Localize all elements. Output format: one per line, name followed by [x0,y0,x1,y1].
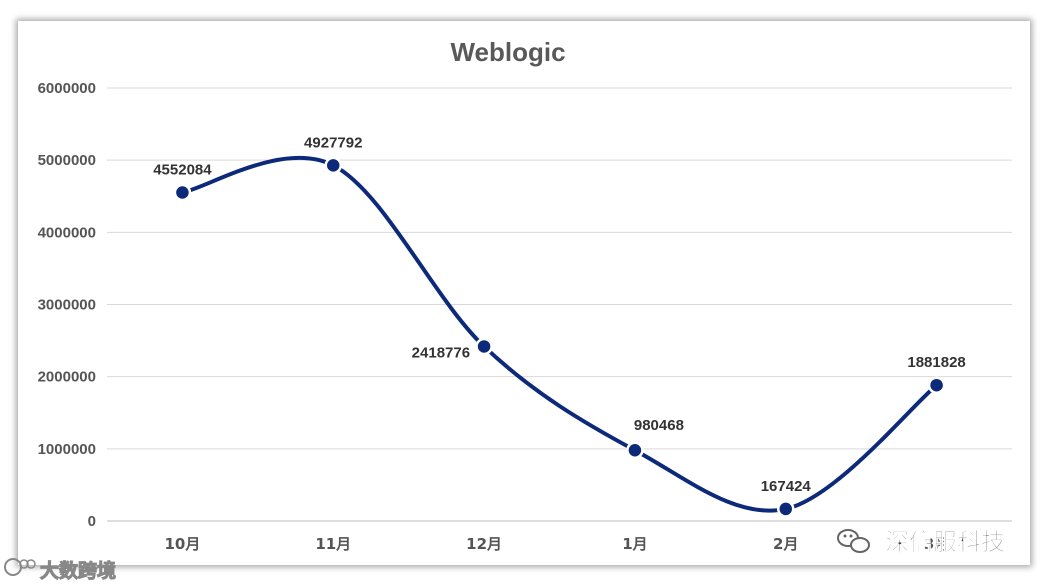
x-tick-label: 3月 [924,535,949,553]
data-label: 167424 [761,478,812,495]
data-label: 1881828 [907,354,965,371]
data-label: 980468 [634,417,684,434]
y-tick-label: 3000000 [38,297,96,314]
y-tick-label: 2000000 [38,369,96,386]
data-point [324,156,342,175]
x-axis: 10月 11月 12月 1月 2月 3月 [164,535,949,553]
chart-panel [18,21,1030,565]
data-markers [173,156,946,518]
data-label: 4927792 [304,134,362,151]
series-line [180,155,939,513]
y-tick-label: 5000000 [38,152,96,169]
data-point [475,337,493,356]
data-label: 2418776 [412,344,470,361]
x-tick-label: 2月 [773,535,798,553]
watermark-text: 深信服科技 [885,528,1006,556]
y-tick-label: 6000000 [38,80,96,97]
data-point [626,441,644,459]
corner-watermark: 大数跨境 [4,558,117,583]
data-labels: 4552084 4927792 2418776 980468 167424 1881828 [153,134,966,495]
x-tick-label: 11月 [315,535,351,553]
logo-icon [4,558,36,576]
data-point [777,500,795,518]
grid-lines [107,87,1012,522]
data-point [927,376,946,394]
y-tick-label: 0 [88,513,96,530]
x-tick-label: 1月 [622,535,647,553]
x-tick-label: 12月 [466,535,502,553]
chart-title: Weblogic [450,37,565,67]
data-label: 4552084 [153,161,212,178]
wechat-watermark: 深信服科技 [837,528,1006,556]
y-axis: 0 1000000 2000000 3000000 4000000 5000000 6000… [38,80,96,530]
y-tick-label: 4000000 [38,224,96,241]
wechat-icon [837,529,870,553]
data-point [173,183,192,202]
x-tick-label: 10月 [164,535,200,553]
y-tick-label: 1000000 [38,441,96,458]
watermark-text-left: 大数跨境 [40,559,116,582]
